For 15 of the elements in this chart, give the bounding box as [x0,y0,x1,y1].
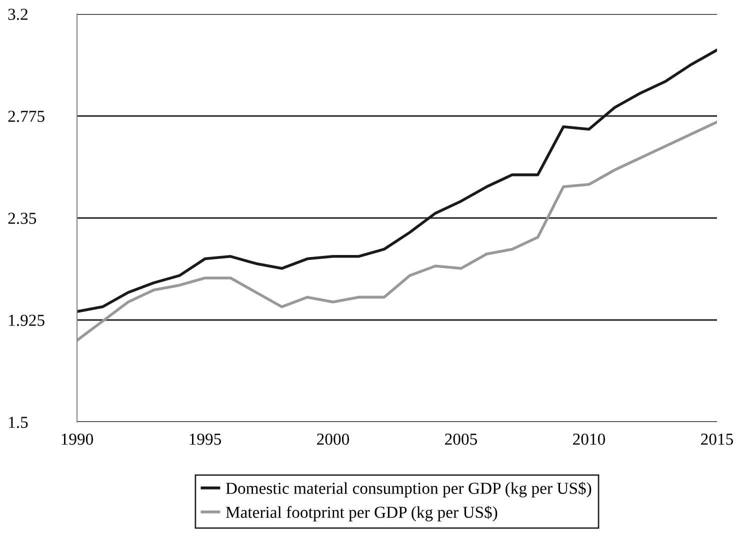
x-tick-label: 1995 [190,434,222,445]
y-tick-label: 1.5 [9,416,28,428]
x-tick-label: 2015 [701,434,734,445]
y-tick-label: 2.35 [8,212,36,224]
x-tick-label: 2000 [317,434,350,445]
line-series [77,48,717,313]
x-tick-label: 2005 [445,434,478,445]
legend-label: Domestic material consumption per GDP (kg per US$) [226,482,592,498]
x-tick-label: 1990 [62,434,94,445]
line-series [77,120,717,342]
legend-label: Material footprint per GDP (kg per US$) [226,506,498,522]
y-tick-label: 3.2 [8,8,28,20]
x-tick-label: 2010 [573,434,606,445]
y-tick-label: 1.925 [9,314,44,326]
y-tick-label: 2.775 [8,110,44,122]
